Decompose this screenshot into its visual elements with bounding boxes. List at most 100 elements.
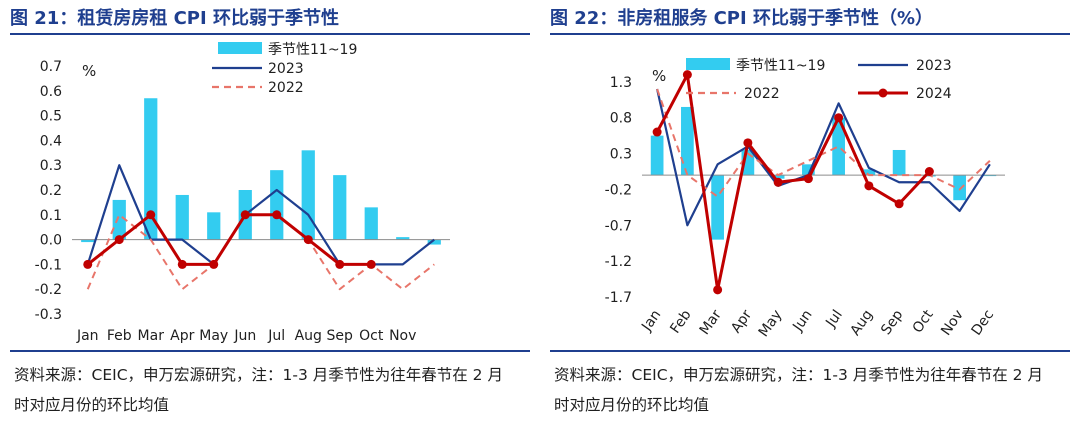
figure-title: 图 22：非房租服务 CPI 环比弱于季节性（%） <box>550 8 933 29</box>
x-tick-label: Aug <box>847 307 876 339</box>
legend-marker <box>878 88 888 98</box>
x-tick-label: May <box>199 328 228 344</box>
y-tick-label: -1.2 <box>605 254 632 270</box>
nonrent-service-cpi-chart: 1.3 0.8 0.3 -0.2 -0.7 -1.2 -1.7% Jan Feb Mar Apr Ma… <box>605 58 1005 340</box>
y-tick-label: -0.3 <box>35 307 62 323</box>
y-tick-label: 0.8 <box>610 111 632 127</box>
x-tick-label: Oct <box>359 328 384 344</box>
series-line <box>86 213 435 291</box>
series-line <box>86 164 435 266</box>
y-tick-label: -1.7 <box>605 290 632 306</box>
y-tick-label: 0.7 <box>40 59 62 75</box>
legend-label: 2023 <box>916 58 952 74</box>
y-tick-label: 0.2 <box>40 183 62 199</box>
x-tick-label: Apr <box>728 307 755 336</box>
bar <box>301 150 315 240</box>
footer-rule <box>10 350 530 352</box>
series-point <box>864 181 874 191</box>
x-tick-label: Sep <box>878 307 906 338</box>
bar <box>144 98 158 240</box>
legend-label: 2024 <box>916 86 952 102</box>
x-tick-label: May <box>756 307 786 340</box>
x-tick-label: Jul <box>267 328 285 344</box>
y-tick-label: -0.7 <box>605 218 632 234</box>
x-tick-label: Feb <box>107 328 132 344</box>
series-point <box>114 235 124 245</box>
x-tick-label: Oct <box>910 307 937 336</box>
series-line <box>656 88 991 198</box>
x-tick-label: Jan <box>76 328 99 344</box>
legend-label: 2022 <box>744 86 780 102</box>
bar <box>81 239 95 243</box>
x-tick-label: Dec <box>969 307 998 338</box>
bar <box>711 175 724 240</box>
series-point <box>366 259 376 269</box>
bar <box>953 175 966 201</box>
series-point <box>272 210 282 220</box>
legend-swatch <box>686 58 730 70</box>
series-line <box>86 213 372 266</box>
series-point <box>146 210 156 220</box>
series-point <box>924 167 934 176</box>
series-point <box>713 285 723 295</box>
x-tick-label: Jun <box>233 328 256 344</box>
x-tick-label: Feb <box>667 307 694 337</box>
series-point <box>743 138 753 148</box>
y-tick-label: -0.1 <box>35 257 62 273</box>
series-point <box>335 259 345 269</box>
bar <box>270 170 284 240</box>
series-point <box>834 113 844 123</box>
series-point <box>83 259 93 269</box>
y-tick-label: 1.3 <box>610 75 632 91</box>
y-tick-label: 0.0 <box>40 233 62 249</box>
x-tick-label: Jan <box>638 307 664 335</box>
x-tick-label: Mar <box>138 328 165 344</box>
series-point <box>240 210 250 220</box>
x-tick-label: Sep <box>327 328 354 344</box>
x-tick-label: Nov <box>389 328 416 344</box>
unit-label: % <box>82 62 96 80</box>
x-tick-label: Mar <box>697 307 725 338</box>
bar <box>333 175 347 240</box>
legend-label: 季节性11~19 <box>268 42 357 58</box>
y-tick-label: 0.3 <box>610 147 632 163</box>
series-point <box>303 235 313 245</box>
bar <box>681 106 694 176</box>
title-rule <box>550 33 1070 35</box>
series-point <box>652 127 662 137</box>
y-tick-label: 0.6 <box>40 84 62 100</box>
figure-title: 图 21：租赁房房租 CPI 环比弱于季节性 <box>10 8 339 29</box>
x-tick-label: Jul <box>823 307 846 331</box>
rent-cpi-chart: 0.7 0.6 0.5 0.4 0.3 0.2 0.1 0.0 -0.1 -0.2 -0.3% Jan… <box>35 42 450 344</box>
y-tick-label: -0.2 <box>35 282 62 298</box>
x-tick-label: Aug <box>295 328 322 344</box>
bar <box>112 199 126 240</box>
series-point <box>682 70 692 80</box>
bar <box>832 117 845 176</box>
x-tick-label: Nov <box>938 307 967 339</box>
y-tick-label: -0.2 <box>605 182 632 198</box>
series-line <box>656 88 991 227</box>
bar <box>771 175 785 179</box>
legend-label: 季节性11~19 <box>736 58 825 74</box>
bar <box>427 239 441 245</box>
y-tick-label: 0.5 <box>40 109 62 125</box>
title-rule <box>10 33 530 35</box>
series-point <box>209 259 219 269</box>
bar <box>862 169 876 176</box>
bar <box>892 149 906 176</box>
footer-rule <box>550 350 1070 352</box>
y-tick-label: 0.1 <box>40 208 62 224</box>
bar <box>207 212 221 240</box>
chart-panel-right: 图 22：非房租服务 CPI 环比弱于季节性（%） 1.3 0.8 0.3 -0.2 -… <box>540 0 1080 431</box>
bar <box>396 237 410 240</box>
bar <box>175 194 189 240</box>
series-point <box>773 177 783 187</box>
x-tick-label: Jun <box>789 307 815 335</box>
bar <box>650 135 664 176</box>
y-tick-label: 0.4 <box>40 133 62 149</box>
bar <box>364 207 378 240</box>
bar <box>802 164 815 176</box>
unit-label: % <box>652 67 666 85</box>
x-tick-label: Apr <box>170 328 194 344</box>
